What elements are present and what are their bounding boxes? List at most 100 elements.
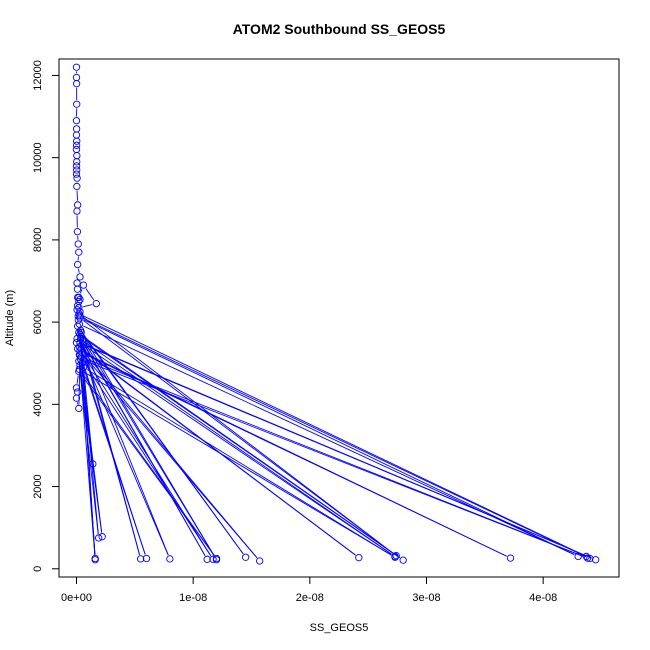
data-point	[73, 306, 81, 314]
data-point	[73, 166, 81, 174]
data-point	[166, 555, 174, 563]
series-line-segment	[82, 315, 583, 556]
data-point	[242, 553, 250, 561]
data-point	[72, 63, 81, 71]
data-point	[74, 240, 82, 248]
y-tick-label: 10000	[32, 142, 44, 173]
x-tick-label: 2e-08	[296, 592, 324, 604]
series-line-segment	[83, 344, 392, 555]
series-line-segment	[82, 304, 93, 308]
series-line-segment	[82, 353, 258, 559]
data-point	[75, 404, 83, 413]
series-line-segment	[83, 335, 244, 555]
series-line-segment	[82, 316, 394, 554]
data-point	[399, 556, 407, 564]
series-line-segment	[81, 358, 212, 557]
data-point	[73, 174, 81, 182]
data-point	[72, 384, 81, 392]
data-point	[76, 312, 84, 320]
data-point	[91, 556, 99, 564]
series-line-segment	[83, 319, 575, 556]
data-point	[98, 533, 106, 541]
series-line-segment	[86, 369, 392, 556]
x-axis: 0e+00 1e-08 2e-08 3e-08 4e-08	[61, 577, 557, 604]
series-line-segment	[80, 374, 215, 556]
data-point	[74, 316, 82, 324]
data-point	[73, 228, 82, 236]
data-point	[506, 554, 515, 562]
series-line-segment	[79, 369, 96, 556]
data-point	[72, 117, 81, 125]
data-point	[392, 551, 400, 560]
data-point	[203, 555, 211, 563]
data-point	[391, 553, 399, 561]
series-line-segment	[82, 360, 146, 555]
series-line-segment	[84, 360, 584, 557]
data-point	[73, 285, 82, 293]
y-tick-label: 2000	[32, 474, 44, 498]
data-point	[79, 341, 88, 349]
data-point	[74, 260, 82, 269]
y-tick-label: 4000	[32, 392, 44, 416]
data-point	[75, 248, 83, 256]
data-point	[74, 293, 82, 302]
x-tick-label: 3e-08	[412, 592, 440, 604]
data-point	[92, 299, 100, 308]
series-line-segment	[81, 337, 215, 557]
data-point	[78, 359, 86, 367]
data-point	[72, 80, 81, 88]
data-point	[142, 554, 151, 563]
chart-title: ATOM2 Southbound SS_GEOS5	[233, 21, 446, 37]
series-line-segment	[80, 350, 169, 556]
data-point	[212, 554, 221, 563]
series-line-segment	[87, 345, 592, 559]
data-point	[355, 554, 363, 562]
series-line-segment	[82, 371, 392, 556]
data-point	[76, 351, 84, 359]
series-line-segment	[81, 317, 587, 558]
series-line-segment	[80, 369, 93, 460]
y-tick-label: 0	[32, 566, 44, 572]
data-point	[79, 363, 88, 371]
data-point	[72, 170, 81, 178]
data-point	[137, 555, 145, 563]
series-line-group	[76, 71, 592, 559]
data-point	[95, 534, 103, 542]
y-tick-label: 12000	[32, 60, 44, 91]
data-point	[72, 339, 81, 347]
series-line-segment	[78, 268, 80, 273]
data-point	[75, 297, 83, 306]
data-point	[72, 162, 81, 170]
x-axis-label: SS_GEOS5	[310, 622, 369, 634]
y-axis-label: Altitude (m)	[4, 290, 16, 346]
data-point	[76, 295, 84, 304]
x-tick-label: 4e-08	[529, 592, 557, 604]
data-point	[209, 555, 217, 563]
series-line-segment	[83, 320, 394, 554]
data-point	[89, 460, 97, 468]
data-point	[72, 394, 81, 402]
series-line-segment	[85, 288, 95, 301]
data-point	[73, 158, 81, 166]
series-line-segment	[79, 288, 83, 294]
series-point-group	[72, 63, 600, 565]
data-point	[73, 100, 81, 108]
data-point	[73, 207, 81, 215]
data-point	[582, 552, 590, 561]
x-tick-label: 1e-08	[179, 592, 207, 604]
data-point	[583, 554, 592, 562]
data-point	[73, 137, 81, 145]
series-line-segment	[82, 367, 99, 534]
data-point	[76, 273, 84, 281]
series-line-segment	[76, 375, 79, 384]
data-point	[74, 302, 82, 310]
y-tick-label: 6000	[32, 310, 44, 334]
data-point	[75, 367, 83, 376]
y-axis: 0 2000 4000 6000 8000 10000 12000	[32, 60, 59, 572]
data-point	[73, 182, 81, 191]
series-line-segment	[83, 371, 93, 460]
data-point	[256, 557, 264, 565]
plot-frame	[58, 58, 620, 578]
